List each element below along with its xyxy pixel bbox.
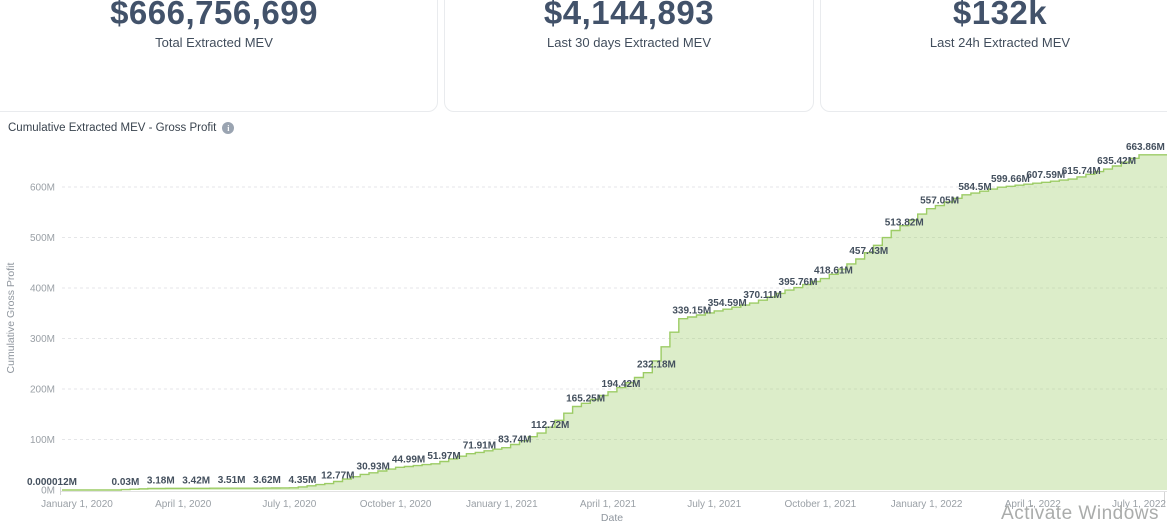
data-point-label: 418.61M [814,266,853,277]
chart-title: Cumulative Extracted MEV - Gross Profit [8,122,217,134]
data-point-label: 3.18M [147,475,175,486]
data-point-label: 3.62M [253,475,281,486]
x-tick-label: October 1, 2020 [360,499,432,510]
data-point-label: 370.11M [743,290,781,301]
data-point-label: 3.51M [218,475,246,486]
data-point-label: 513.82M [885,218,924,229]
stat-card-30d-mev: $4,144,893 Last 30 days Extracted MEV [444,0,814,112]
data-point-label: 0.03M [112,477,140,488]
data-point-label: 3.42M [182,475,210,486]
24h-mev-label: Last 24h Extracted MEV [929,35,1071,50]
total-mev-label: Total Extracted MEV [155,35,273,50]
data-point-label: 607.59M [1026,170,1065,181]
y-tick-label: 0M [41,486,55,497]
y-tick-label: 600M [30,183,55,194]
data-point-label: 112.72M [531,420,569,431]
data-point-label: 635.42M [1097,156,1136,167]
data-point-label: 71.91M [463,441,496,452]
data-point-label: 339.15M [672,306,711,317]
x-tick-label: January 1, 2020 [41,499,113,510]
24h-mev-value: $132k [952,0,1048,31]
x-tick-label: January 1, 2022 [891,499,963,510]
30d-mev-label: Last 30 days Extracted MEV [546,35,712,50]
x-tick-label: July 1, 2020 [262,499,316,510]
x-tick-label: April 1, 2020 [155,499,212,510]
30d-mev-value: $4,144,893 [543,0,715,31]
y-axis-title: Cumulative Gross Profit [5,262,17,373]
data-point-label: 395.76M [779,277,818,288]
data-point-label: 51.97M [427,451,460,462]
data-point-label: 663.86M [1126,142,1165,153]
x-tick-label: April 1, 2022 [1005,499,1062,510]
x-tick-label: October 1, 2021 [785,499,857,510]
activate-windows-watermark: Activate Windows [1001,503,1159,524]
data-point-label: 354.59M [708,298,747,309]
area-fill [62,154,1167,491]
x-axis-title: Date [601,512,623,524]
y-tick-label: 200M [30,385,55,396]
data-point-label: 165.25M [566,394,605,405]
data-point-label: 12.77M [321,471,354,482]
data-point-label: 615.74M [1062,166,1101,177]
data-point-label: 457.43M [849,246,888,257]
chart-header: Cumulative Extracted MEV - Gross Profit … [8,122,235,134]
data-point-label: 232.18M [637,360,676,371]
y-tick-label: 300M [30,334,55,345]
data-point-label: 599.66M [991,174,1030,185]
data-point-label: 83.74M [498,435,531,446]
y-tick-label: 100M [30,435,55,446]
data-point-label: 557.05M [920,196,959,207]
total-mev-value: $666,756,699 [110,0,318,31]
data-point-label: 584.5M [958,182,991,193]
stat-card-24h-mev: $132k Last 24h Extracted MEV [820,0,1167,112]
data-point-label: 0.000012M [27,477,77,488]
x-tick-label: April 1, 2021 [580,499,637,510]
data-point-label: 4.35M [289,475,317,486]
info-icon[interactable]: i [222,122,235,134]
x-tick-label: July 1, 2021 [687,499,741,510]
data-point-label: 44.99M [392,454,425,465]
x-tick-label: January 1, 2021 [466,499,538,510]
data-point-label: 194.42M [602,379,641,390]
x-tick-label: July 1, 2022 [1112,499,1166,510]
area-line [62,154,1167,491]
data-point-label: 30.93M [357,461,390,472]
y-tick-label: 500M [30,233,55,244]
stat-card-total-mev: $666,756,699 Total Extracted MEV [0,0,438,112]
y-tick-label: 400M [30,284,55,295]
